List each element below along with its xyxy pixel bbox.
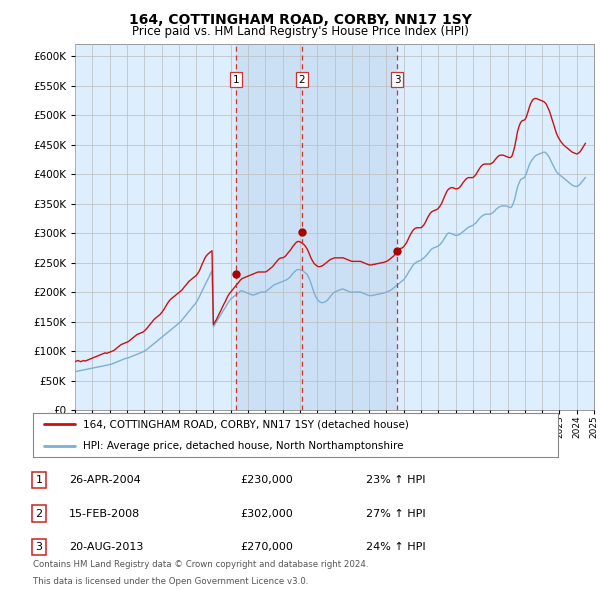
Text: 26-APR-2004: 26-APR-2004 [69, 475, 141, 485]
Text: £270,000: £270,000 [240, 542, 293, 552]
Text: 23% ↑ HPI: 23% ↑ HPI [366, 475, 425, 485]
Text: 27% ↑ HPI: 27% ↑ HPI [366, 509, 425, 519]
Text: £230,000: £230,000 [240, 475, 293, 485]
Text: 164, COTTINGHAM ROAD, CORBY, NN17 1SY: 164, COTTINGHAM ROAD, CORBY, NN17 1SY [128, 13, 472, 27]
Text: Contains HM Land Registry data © Crown copyright and database right 2024.: Contains HM Land Registry data © Crown c… [33, 560, 368, 569]
Text: 3: 3 [35, 542, 43, 552]
Text: This data is licensed under the Open Government Licence v3.0.: This data is licensed under the Open Gov… [33, 576, 308, 585]
Text: 20-AUG-2013: 20-AUG-2013 [69, 542, 143, 552]
Bar [236, 44, 397, 410]
Text: 2: 2 [35, 509, 43, 519]
Text: 1: 1 [233, 75, 239, 84]
Text: Price paid vs. HM Land Registry's House Price Index (HPI): Price paid vs. HM Land Registry's House … [131, 25, 469, 38]
Text: 24% ↑ HPI: 24% ↑ HPI [366, 542, 425, 552]
Text: 1: 1 [35, 475, 43, 485]
Text: 2: 2 [299, 75, 305, 84]
Text: HPI: Average price, detached house, North Northamptonshire: HPI: Average price, detached house, Nort… [83, 441, 403, 451]
Text: 15-FEB-2008: 15-FEB-2008 [69, 509, 140, 519]
Text: £302,000: £302,000 [240, 509, 293, 519]
Text: 3: 3 [394, 75, 401, 84]
Text: 164, COTTINGHAM ROAD, CORBY, NN17 1SY (detached house): 164, COTTINGHAM ROAD, CORBY, NN17 1SY (d… [83, 419, 409, 429]
